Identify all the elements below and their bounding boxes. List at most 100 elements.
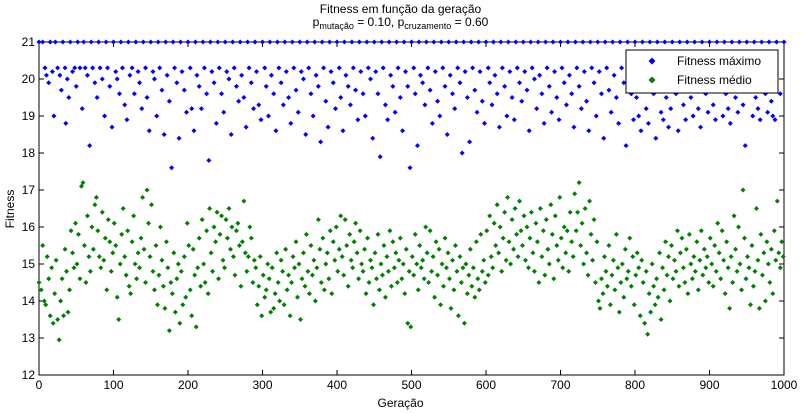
- data-point: [392, 109, 398, 115]
- data-point: [353, 220, 359, 226]
- data-point: [600, 291, 606, 297]
- data-point: [268, 72, 274, 78]
- data-point: [601, 135, 607, 141]
- data-point: [49, 69, 55, 75]
- data-point: [353, 87, 359, 93]
- data-point: [358, 69, 364, 75]
- data-point: [41, 298, 47, 304]
- data-point: [183, 294, 189, 300]
- data-point: [217, 231, 223, 237]
- data-point: [304, 39, 310, 45]
- data-point: [274, 250, 280, 256]
- data-point: [660, 265, 666, 271]
- data-point: [390, 83, 396, 89]
- data-point: [636, 113, 642, 119]
- data-point: [522, 257, 528, 263]
- data-point: [493, 243, 499, 248]
- data-point: [417, 243, 423, 248]
- data-point: [141, 246, 147, 252]
- data-point: [721, 257, 727, 263]
- data-point: [566, 268, 572, 274]
- data-point: [233, 228, 239, 234]
- data-point: [690, 113, 696, 119]
- data-point: [178, 268, 184, 274]
- data-point: [378, 261, 384, 267]
- data-point: [663, 95, 669, 100]
- data-point: [411, 272, 417, 278]
- data-point: [661, 287, 667, 293]
- data-point: [420, 80, 426, 86]
- data-point: [418, 265, 424, 271]
- data-point: [365, 235, 371, 241]
- data-point: [196, 83, 202, 89]
- data-point: [640, 280, 646, 285]
- data-point: [497, 224, 503, 230]
- data-point: [405, 320, 411, 326]
- data-point: [260, 272, 266, 278]
- data-point: [658, 317, 664, 322]
- data-point: [468, 39, 474, 45]
- data-point: [585, 272, 591, 278]
- data-point: [462, 69, 468, 75]
- data-point: [119, 65, 125, 71]
- data-point: [291, 65, 297, 71]
- data-point: [382, 294, 388, 300]
- data-point: [84, 72, 90, 78]
- data-point: [251, 106, 257, 112]
- data-point: [683, 117, 689, 123]
- data-point: [174, 276, 180, 282]
- data-point: [46, 80, 52, 86]
- data-point: [327, 39, 333, 45]
- data-point: [718, 276, 724, 282]
- data-point: [663, 239, 669, 245]
- data-point: [657, 250, 663, 256]
- data-point: [277, 298, 283, 304]
- data-point: [482, 120, 488, 126]
- data-point: [293, 87, 299, 93]
- data-point: [95, 228, 101, 234]
- data-point: [308, 243, 314, 248]
- data-point: [126, 283, 132, 289]
- data-point: [341, 39, 347, 45]
- data-point: [534, 239, 540, 245]
- data-point: [297, 39, 303, 45]
- data-point: [306, 65, 312, 71]
- data-point: [163, 239, 169, 245]
- data-point: [725, 106, 731, 112]
- data-point: [256, 102, 262, 108]
- data-point: [214, 209, 220, 215]
- data-point: [194, 72, 200, 78]
- data-point: [319, 39, 325, 45]
- data-point: [621, 294, 627, 300]
- data-point: [117, 261, 123, 267]
- data-point: [219, 213, 225, 219]
- data-point: [593, 280, 599, 285]
- x-tick-label: 400: [327, 378, 347, 392]
- data-point: [254, 302, 260, 308]
- data-point: [604, 283, 610, 289]
- data-point: [581, 69, 587, 75]
- data-point: [727, 120, 733, 126]
- data-point: [595, 39, 601, 45]
- data-point: [544, 65, 550, 71]
- data-point: [509, 217, 515, 223]
- data-point: [333, 224, 339, 230]
- data-point: [170, 39, 176, 45]
- data-point: [594, 239, 600, 245]
- data-point: [201, 65, 207, 71]
- data-point: [613, 231, 619, 237]
- chart-title: Fitness em função da geração: [319, 2, 482, 16]
- data-point: [296, 261, 302, 267]
- data-point: [593, 113, 599, 119]
- data-point: [619, 65, 625, 71]
- data-point: [709, 261, 715, 267]
- data-point: [263, 287, 269, 293]
- data-point: [596, 69, 602, 75]
- data-point: [435, 98, 441, 104]
- data-point: [448, 305, 454, 311]
- data-point: [406, 268, 412, 274]
- data-point: [586, 128, 592, 134]
- data-point: [86, 254, 92, 260]
- data-point: [423, 39, 429, 45]
- data-point: [309, 272, 315, 278]
